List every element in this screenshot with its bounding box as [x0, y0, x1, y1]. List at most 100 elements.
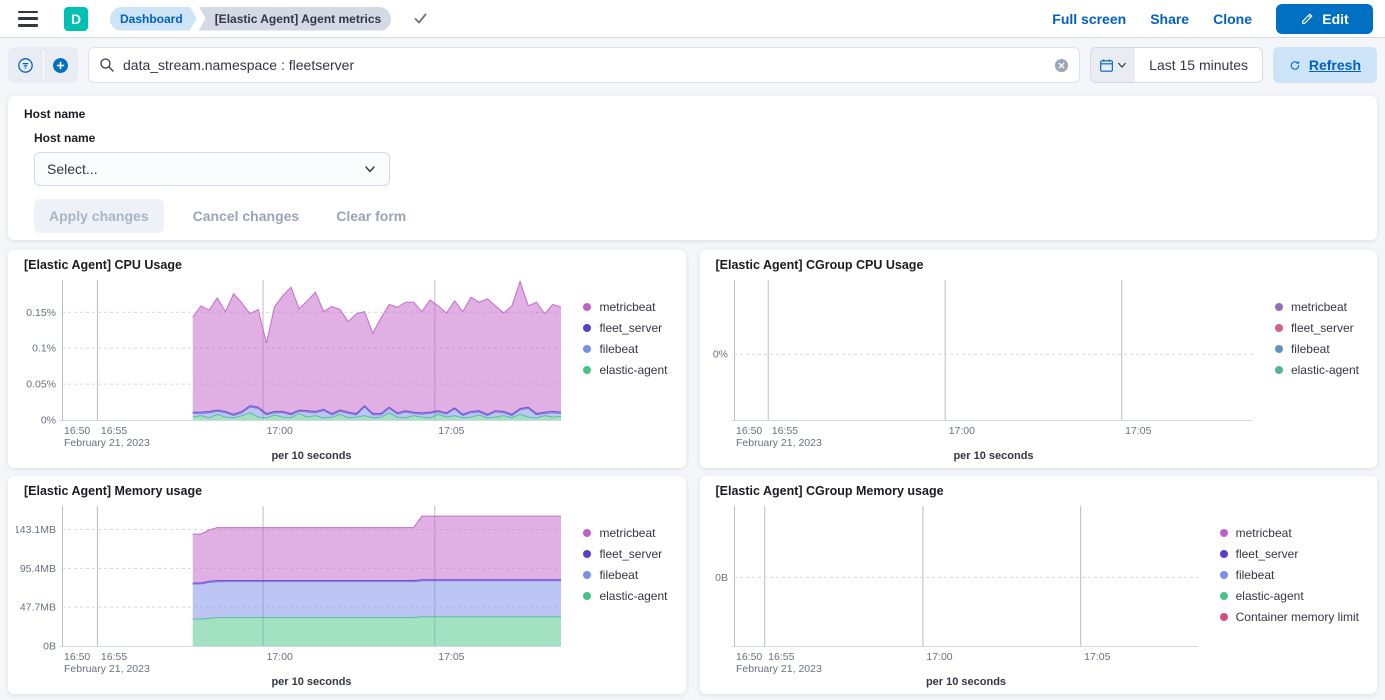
legend-item[interactable]: filebeat: [583, 342, 667, 356]
legend-item[interactable]: elastic-agent: [583, 589, 668, 603]
svg-text:16:50: 16:50: [64, 651, 90, 663]
legend-label: fleet_server: [599, 547, 663, 561]
clone-button[interactable]: Clone: [1213, 10, 1252, 27]
svg-text:16:55: 16:55: [101, 651, 127, 663]
legend-item[interactable]: fleet_server: [583, 547, 667, 561]
svg-text:February 21, 2023: February 21, 2023: [64, 663, 150, 675]
legend-label: fleet_server: [599, 321, 663, 335]
svg-text:16:55: 16:55: [771, 425, 797, 437]
share-button[interactable]: Share: [1150, 10, 1190, 27]
menu-icon[interactable]: [18, 10, 38, 27]
chart-legend: metricbeat fleet_server filebeat elastic-ag…: [569, 500, 677, 690]
time-range-button[interactable]: Last 15 minutes: [1135, 48, 1262, 82]
chart-legend: metricbeat fleet_server filebeat elastic-ag…: [1261, 274, 1369, 464]
add-filter-button[interactable]: [44, 47, 79, 83]
edit-button-label: Edit: [1322, 10, 1349, 27]
svg-text:16:55: 16:55: [768, 651, 794, 663]
cgroup-memory-usage-chart[interactable]: 0B 16:50 16:55 17:00 17:05 February 21, 2023 p…: [708, 500, 1206, 690]
cgroup-cpu-usage-chart[interactable]: 0% 16:50 16:55 17:00 17:05 February 21, 2023 p…: [708, 274, 1261, 464]
panel-title[interactable]: [Elastic Agent] CGroup CPU Usage: [715, 258, 924, 272]
legend-dot-icon: [583, 571, 592, 579]
saved-query-menu-button[interactable]: [8, 47, 43, 83]
legend-item[interactable]: fleet_server: [1274, 321, 1359, 335]
legend-label: metricbeat: [599, 526, 656, 540]
top-header: D Dashboard [Elastic Agent] Agent metric…: [0, 0, 1385, 38]
chart-legend: metricbeat fleet_server filebeat elastic-ag…: [1206, 500, 1369, 690]
legend-item[interactable]: filebeat: [1274, 342, 1359, 356]
legend-item[interactable]: metricbeat: [1274, 300, 1359, 314]
svg-text:16:50: 16:50: [64, 425, 90, 437]
svg-text:95.4MB: 95.4MB: [20, 563, 56, 575]
legend-dot-icon: [1219, 592, 1228, 600]
svg-text:0.15%: 0.15%: [26, 307, 56, 319]
panel-title[interactable]: [Elastic Agent] CPU Usage: [24, 258, 182, 272]
space-avatar[interactable]: D: [64, 6, 88, 31]
legend-label: filebeat: [599, 342, 639, 356]
legend-dot-icon: [1274, 366, 1283, 374]
legend-item[interactable]: fleet_server: [583, 321, 667, 335]
edit-button[interactable]: Edit: [1276, 3, 1373, 34]
host-panel-title: Host name: [24, 107, 86, 121]
legend-item[interactable]: metricbeat: [583, 300, 667, 314]
svg-text:16:50: 16:50: [736, 651, 762, 663]
chevron-down-icon: [1118, 62, 1127, 68]
clear-query-button[interactable]: [1054, 58, 1069, 73]
host-name-select[interactable]: Select...: [34, 152, 390, 186]
legend-label: filebeat: [1290, 342, 1330, 356]
host-name-field-label: Host name: [34, 131, 96, 145]
legend-label: elastic-agent: [1290, 363, 1359, 377]
host-name-panel: Host name Host name Select... Apply chan…: [8, 96, 1377, 240]
clear-form-button[interactable]: Clear form: [336, 208, 407, 224]
panel-title[interactable]: [Elastic Agent] CGroup Memory usage: [715, 484, 944, 498]
query-input[interactable]: [123, 57, 1047, 73]
svg-text:17:00: 17:00: [926, 651, 952, 663]
legend-item[interactable]: metricbeat: [1219, 526, 1359, 540]
dashboard-grid: [Elastic Agent] CPU Usage 0% 0.05% 0.1% 0.1…: [8, 250, 1377, 694]
breadcrumb-page-title[interactable]: [Elastic Agent] Agent metrics: [198, 6, 392, 31]
legend-item[interactable]: elastic-agent: [1274, 363, 1359, 377]
legend-label: fleet_server: [1235, 547, 1299, 561]
legend-dot-icon: [583, 324, 592, 332]
cpu-usage-chart[interactable]: 0% 0.05% 0.1% 0.15% 16:50 16:55 17:00 17:05 Febr…: [16, 274, 569, 464]
memory-usage-chart[interactable]: 0B 47.7MB 95.4MB 143.1MB 16:50 16:55 17:00 17:0…: [16, 500, 569, 690]
refresh-icon: [1290, 60, 1300, 70]
cancel-changes-button[interactable]: Cancel changes: [192, 208, 300, 224]
legend-item[interactable]: Container memory limit: [1219, 610, 1359, 624]
legend-item[interactable]: filebeat: [1219, 568, 1359, 582]
svg-text:16:55: 16:55: [101, 425, 127, 437]
legend-item[interactable]: elastic-agent: [1219, 589, 1359, 603]
svg-text:February 21, 2023: February 21, 2023: [64, 437, 150, 449]
saved-check-icon: [414, 13, 427, 24]
chart-legend: metricbeat fleet_server filebeat elastic-ag…: [569, 274, 677, 464]
legend-dot-icon: [583, 550, 592, 558]
svg-text:17:05: 17:05: [438, 651, 464, 663]
clear-x-icon: [1055, 58, 1069, 72]
search-icon: [100, 58, 114, 72]
plus-in-circle-icon: [53, 57, 69, 73]
legend-label: elastic-agent: [599, 363, 668, 377]
panel-title[interactable]: [Elastic Agent] Memory usage: [24, 484, 203, 498]
panel-cgroup-cpu-usage: [Elastic Agent] CGroup CPU Usage 0% 16:50…: [699, 250, 1377, 468]
breadcrumb: Dashboard [Elastic Agent] Agent metrics: [110, 6, 392, 31]
refresh-button[interactable]: Refresh: [1273, 47, 1377, 83]
full-screen-button[interactable]: Full screen: [1052, 10, 1127, 27]
legend-label: Container memory limit: [1235, 610, 1359, 624]
refresh-button-label: Refresh: [1308, 57, 1361, 73]
filter-in-circle-icon: [17, 57, 33, 73]
chevron-down-icon: [365, 166, 375, 173]
legend-item[interactable]: filebeat: [583, 568, 667, 582]
legend-dot-icon: [583, 592, 592, 600]
legend-label: metricbeat: [1290, 300, 1347, 314]
legend-dot-icon: [1274, 324, 1283, 332]
legend-item[interactable]: fleet_server: [1219, 547, 1359, 561]
svg-text:16:50: 16:50: [736, 425, 762, 437]
apply-changes-button[interactable]: Apply changes: [34, 199, 164, 233]
legend-item[interactable]: metricbeat: [583, 526, 667, 540]
breadcrumb-dashboard[interactable]: Dashboard: [110, 7, 197, 31]
svg-text:17:05: 17:05: [438, 425, 464, 437]
legend-item[interactable]: elastic-agent: [583, 363, 668, 377]
date-quick-select-button[interactable]: [1091, 48, 1136, 82]
legend-label: filebeat: [1235, 568, 1275, 582]
svg-text:per 10 seconds: per 10 seconds: [953, 450, 1033, 462]
legend-dot-icon: [583, 345, 592, 353]
